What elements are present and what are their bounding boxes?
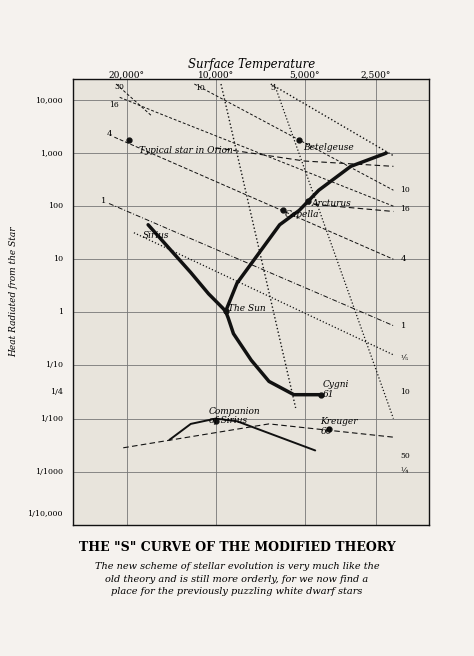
Text: Surface Temperature: Surface Temperature [188, 58, 315, 71]
Text: Companion
of Sirius: Companion of Sirius [209, 407, 260, 425]
Text: 1/10: 1/10 [45, 361, 63, 369]
Text: ¼: ¼ [401, 468, 408, 476]
Text: 2,500°: 2,500° [360, 71, 391, 80]
Text: Typical star in Orion: Typical star in Orion [139, 146, 233, 155]
Text: 1: 1 [101, 197, 106, 205]
Text: ⅕: ⅕ [401, 354, 408, 361]
Text: 1: 1 [58, 308, 63, 316]
Text: 50: 50 [401, 452, 410, 460]
Text: The Sun: The Sun [228, 304, 266, 313]
Text: 4: 4 [106, 131, 112, 138]
Text: Capella: Capella [285, 210, 319, 218]
Text: Cygni
61: Cygni 61 [322, 380, 349, 399]
Text: 1: 1 [401, 321, 406, 330]
Text: The new scheme of stellar evolution is very much like the
old theory and is stil: The new scheme of stellar evolution is v… [95, 562, 379, 596]
Text: 5,000°: 5,000° [289, 71, 320, 80]
Text: 100: 100 [48, 202, 63, 210]
Text: Kreuger
60: Kreuger 60 [320, 417, 358, 436]
Text: 4: 4 [401, 255, 406, 263]
Text: Arcturus: Arcturus [311, 199, 351, 208]
Text: 5: 5 [270, 84, 275, 92]
Text: 10: 10 [401, 186, 410, 194]
Text: 20,000°: 20,000° [109, 71, 145, 80]
Text: 10,000°: 10,000° [198, 71, 234, 80]
Text: THE "S" CURVE OF THE MODIFIED THEORY: THE "S" CURVE OF THE MODIFIED THEORY [79, 541, 395, 554]
Text: 10: 10 [195, 84, 205, 92]
Text: Sirius: Sirius [143, 231, 169, 240]
Text: 30: 30 [115, 83, 125, 91]
Text: 1/4: 1/4 [50, 388, 63, 396]
Text: 10: 10 [401, 388, 410, 396]
Text: 1/100: 1/100 [40, 415, 63, 422]
Text: Heat Radiated from the Star: Heat Radiated from the Star [9, 227, 18, 357]
Text: 1,000: 1,000 [40, 149, 63, 157]
Text: 1/10,000: 1/10,000 [27, 510, 63, 518]
Text: 1/1000: 1/1000 [35, 468, 63, 476]
Text: 10: 10 [53, 255, 63, 263]
Text: 10,000: 10,000 [35, 96, 63, 104]
Text: 16: 16 [401, 205, 410, 213]
Text: 16: 16 [109, 101, 119, 110]
Text: Betelgeuse: Betelgeuse [303, 143, 354, 152]
